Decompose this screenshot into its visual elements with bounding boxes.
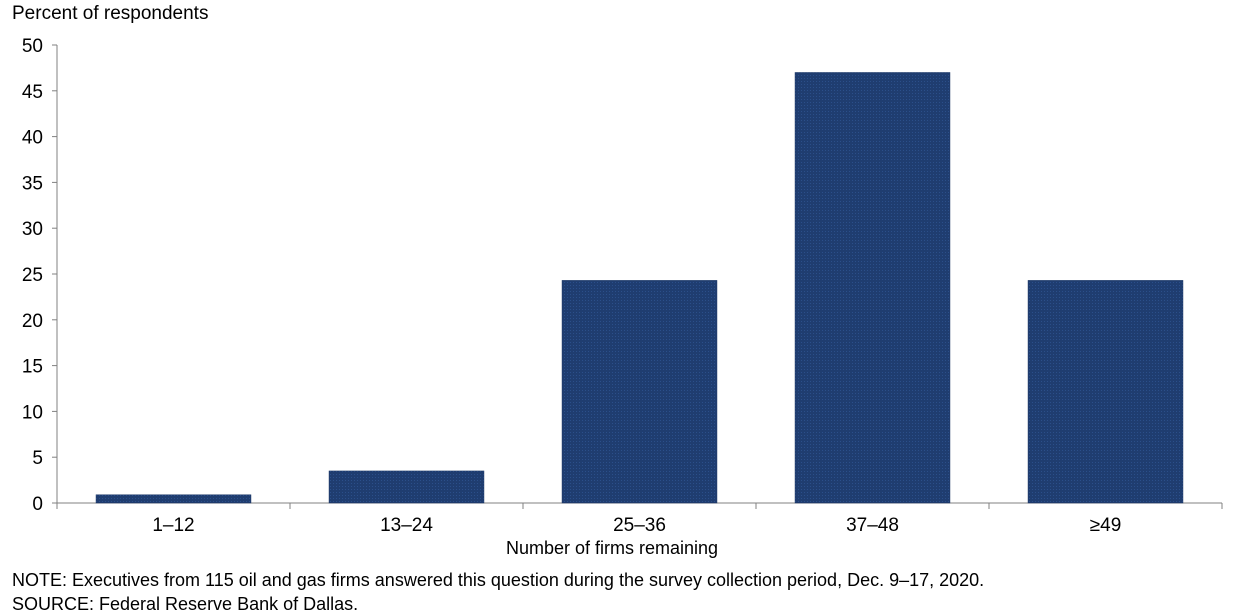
y-tick-label: 15 (22, 357, 43, 378)
y-tick-label: 30 (22, 219, 43, 240)
bars (95, 72, 1184, 504)
y-tick-label: 35 (22, 173, 43, 194)
y-tick-label: 40 (22, 128, 43, 149)
bar-3 (561, 280, 718, 504)
tick-labels: 0 5 10 15 20 25 30 35 40 45 50 1–12 13–24 25–36 37–48 ≥… (22, 36, 1121, 536)
bar-2 (328, 470, 485, 504)
y-tick-label: 20 (22, 311, 43, 332)
x-tick-label: 37–48 (846, 515, 899, 536)
x-axis-label-text: Number of firms remaining (505, 538, 719, 558)
y-axis-label: Percent of respondents (12, 3, 209, 24)
y-tick-label: 5 (32, 448, 43, 469)
y-tick-label: 50 (22, 36, 43, 57)
note-text: NOTE: Executives from 115 oil and gas fi… (12, 570, 985, 590)
x-tick-label: ≥49 (1090, 515, 1122, 536)
y-tick-label: 0 (32, 494, 43, 515)
bar-5 (1027, 280, 1184, 504)
y-tick-label: 25 (22, 265, 43, 286)
bar-4 (794, 72, 951, 504)
y-tick-label: 10 (22, 402, 43, 423)
bar-1 (95, 494, 252, 504)
y-tick-label: 45 (22, 82, 43, 103)
x-axis-label: Number of firms remaining (0, 538, 1240, 559)
bar-chart: 0 5 10 15 20 25 30 35 40 45 50 1–12 13–24 25–36 37–48 ≥… (22, 36, 1223, 536)
x-tick-label: 1–12 (152, 515, 194, 536)
x-tick-label: 25–36 (613, 515, 666, 536)
source-text: SOURCE: Federal Reserve Bank of Dallas. (12, 594, 359, 614)
x-tick-label: 13–24 (380, 515, 433, 536)
